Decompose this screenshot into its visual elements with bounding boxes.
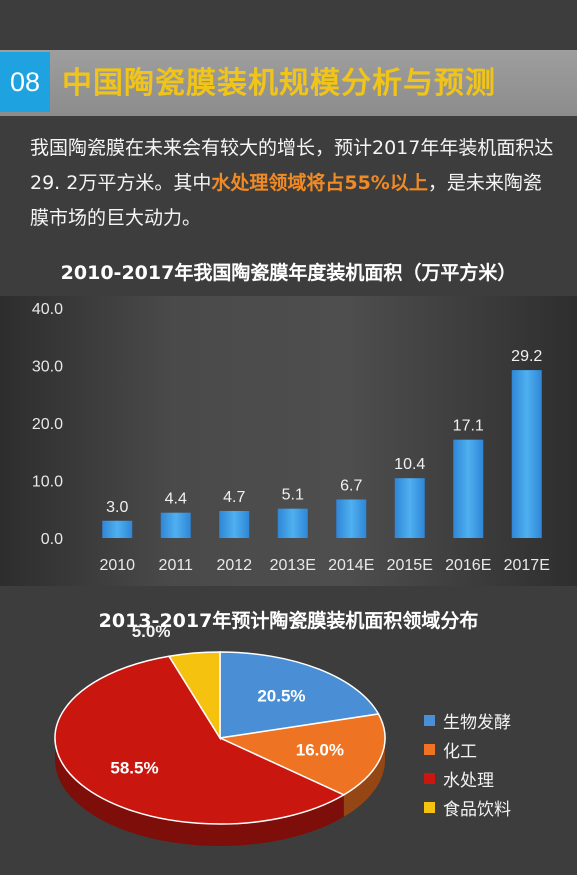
legend-label: 食品饮料 bbox=[443, 800, 511, 820]
x-tick-label: 2010 bbox=[99, 557, 135, 574]
bar-chart-title: 2010-2017年我国陶瓷膜年度装机面积（万平方米） bbox=[60, 262, 517, 284]
legend-item: 生物发酵 bbox=[424, 706, 511, 735]
y-tick-label: 0.0 bbox=[41, 531, 63, 548]
bar-value-label: 3.0 bbox=[106, 499, 128, 516]
pie-value-label: 58.5% bbox=[110, 758, 158, 777]
bar-value-label: 17.1 bbox=[453, 418, 484, 435]
intro-text-1: 我国陶瓷膜在未来会有较大的增长，预计2017年年装机面积达29. 2万平方米。其… bbox=[30, 137, 554, 194]
bar bbox=[453, 439, 484, 538]
pie-slice-side bbox=[55, 738, 344, 846]
bar bbox=[336, 499, 367, 538]
pie-slice bbox=[54, 655, 346, 825]
bar bbox=[511, 370, 542, 538]
bar-value-label: 6.7 bbox=[340, 477, 362, 494]
pie-value-label: 16.0% bbox=[296, 741, 344, 760]
pie-slice bbox=[167, 651, 221, 741]
legend-swatch bbox=[424, 744, 435, 755]
x-tick-label: 2015E bbox=[387, 557, 433, 574]
bar bbox=[160, 512, 191, 538]
x-tick-label: 2017E bbox=[504, 557, 550, 574]
legend-item: 食品饮料 bbox=[424, 793, 511, 822]
legend-label: 化工 bbox=[443, 742, 477, 762]
legend-swatch bbox=[424, 802, 435, 813]
y-tick-label: 10.0 bbox=[32, 474, 63, 491]
pie-legend: 生物发酵 化工 水处理 食品饮料 bbox=[424, 706, 511, 822]
intro-highlight: 水处理领域将占55%以上 bbox=[211, 172, 428, 194]
pie-slice bbox=[219, 651, 380, 739]
x-tick-label: 2011 bbox=[159, 557, 194, 574]
bar bbox=[277, 508, 308, 538]
x-tick-label: 2016E bbox=[445, 557, 491, 574]
x-tick-label: 2012 bbox=[216, 557, 252, 574]
bar bbox=[219, 510, 250, 538]
bar-value-label: 29.2 bbox=[511, 348, 542, 365]
x-tick-label: 2013E bbox=[270, 557, 316, 574]
legend-swatch bbox=[424, 715, 435, 726]
bar-value-label: 4.4 bbox=[165, 491, 187, 508]
bar-value-label: 5.1 bbox=[282, 487, 304, 504]
pie-slice-side bbox=[343, 738, 385, 817]
y-tick-label: 40.0 bbox=[32, 301, 63, 318]
legend-label: 生物发酵 bbox=[443, 713, 511, 733]
x-tick-label: 2014E bbox=[328, 557, 374, 574]
bar bbox=[394, 478, 425, 538]
bar bbox=[102, 520, 133, 538]
legend-item: 水处理 bbox=[424, 764, 511, 793]
title-banner bbox=[0, 50, 577, 116]
bar-value-label: 4.7 bbox=[223, 489, 245, 506]
pie-value-label: 5.0% bbox=[132, 622, 171, 641]
legend-item: 化工 bbox=[424, 735, 511, 764]
legend-swatch bbox=[424, 773, 435, 784]
page-title: 中国陶瓷膜装机规模分析与预测 bbox=[62, 66, 496, 101]
legend-label: 水处理 bbox=[443, 771, 494, 791]
intro-text-2: ，是未来陶瓷膜市场的巨大动力。 bbox=[30, 172, 542, 229]
bar-value-label: 10.4 bbox=[394, 456, 425, 473]
y-tick-label: 30.0 bbox=[32, 359, 63, 376]
pie-value-label: 20.5% bbox=[257, 686, 305, 705]
pie-chart-title: 2013-2017年预计陶瓷膜装机面积领域分布 bbox=[98, 610, 479, 632]
y-tick-label: 20.0 bbox=[32, 416, 63, 433]
intro-paragraph: 我国陶瓷膜在未来会有较大的增长，预计2017年年装机面积达29. 2万平方米。其… bbox=[30, 131, 560, 236]
section-number: 08 bbox=[0, 52, 50, 112]
pie-slice bbox=[217, 713, 386, 796]
